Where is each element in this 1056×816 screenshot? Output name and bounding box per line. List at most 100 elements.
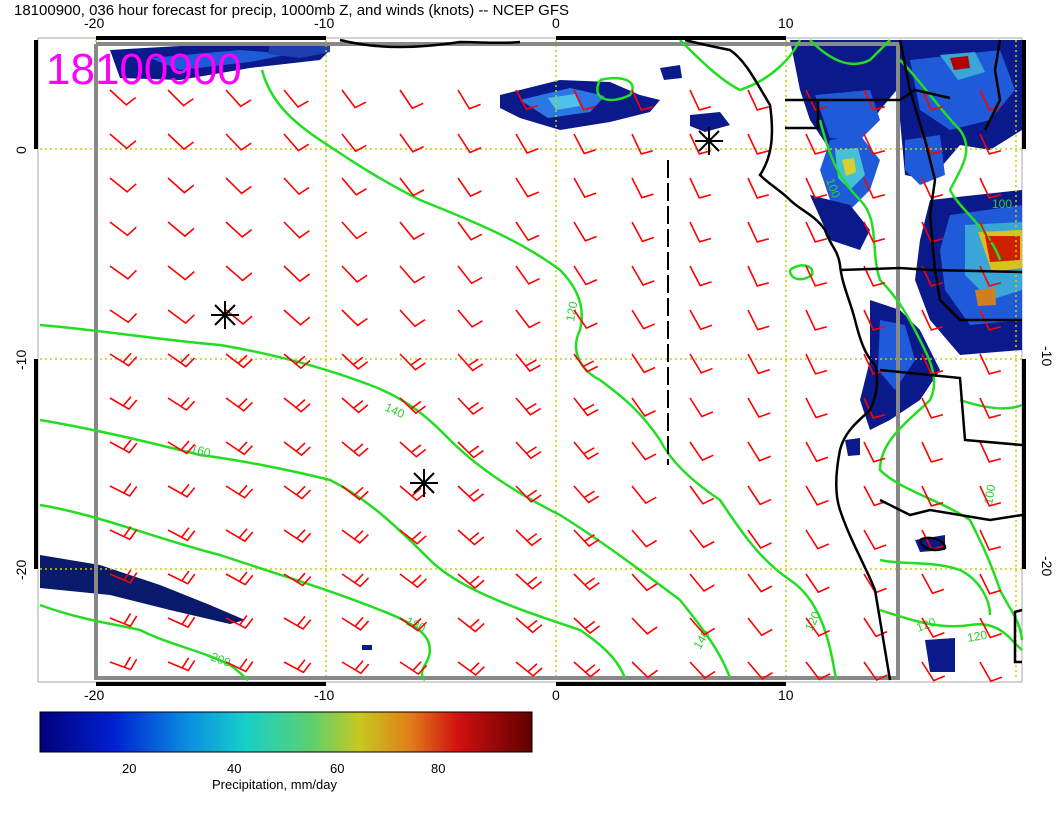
- precip-area: [925, 638, 955, 672]
- wind-barb: [805, 353, 828, 375]
- subdomain-box: [94, 42, 900, 680]
- precip-area: [690, 112, 730, 132]
- wind-barb: [979, 265, 1002, 287]
- wind-barb: [979, 397, 1002, 419]
- wind-barb: [805, 617, 831, 637]
- wind-barb: [689, 133, 712, 155]
- contour-120: [959, 398, 1023, 410]
- border: [818, 88, 951, 102]
- wind-barb: [979, 485, 1002, 507]
- wind-barb: [805, 529, 830, 550]
- coastline: [339, 38, 1023, 681]
- wind-barb: [283, 572, 312, 587]
- wind-barb: [747, 485, 772, 506]
- map-title: 18100900, 036 hour forecast for precip, …: [14, 2, 569, 19]
- wind-barb: [921, 441, 944, 463]
- subdomain-outline: [94, 42, 900, 680]
- wind-barb: [747, 221, 770, 243]
- wind-barb: [979, 221, 1002, 243]
- left-lat-label: -10: [13, 350, 29, 370]
- precip-area: [905, 135, 945, 185]
- contour-160: [39, 418, 627, 679]
- wind-barb: [341, 309, 368, 327]
- wind-barb: [573, 89, 596, 111]
- wind-barb: [631, 617, 658, 635]
- wind-barb: [979, 309, 1002, 331]
- wind-barb: [805, 661, 831, 681]
- wind-barb: [515, 485, 542, 503]
- wind-barb: [689, 661, 716, 680]
- contour-label: 100: [823, 176, 843, 200]
- wind-barb: [979, 441, 1002, 463]
- wind-barb: [225, 484, 254, 499]
- wind-barb: [979, 573, 1002, 595]
- wind-barb: [689, 177, 712, 199]
- wind-barb: [399, 309, 426, 328]
- wind-barb: [631, 661, 658, 679]
- wind-barb: [341, 177, 367, 196]
- wind-barb: [689, 265, 712, 287]
- wind-barb: [283, 529, 312, 544]
- colorbar-tick: 60: [330, 761, 344, 776]
- wind-barb: [109, 177, 137, 193]
- wind-barb: [631, 309, 656, 330]
- wind-barb: [167, 657, 196, 672]
- wind-barb: [631, 441, 657, 461]
- wind-barb: [167, 527, 196, 542]
- contour-loop: [788, 264, 814, 281]
- wind-barb: [805, 177, 828, 199]
- wind-barb: [457, 485, 485, 503]
- axis-bar: [556, 682, 786, 686]
- wind-barb: [283, 309, 311, 326]
- wind-barb: [921, 265, 944, 287]
- wind-barb: [573, 573, 600, 591]
- contour-label: 120: [563, 300, 580, 322]
- wind-barb: [109, 482, 138, 497]
- storm-marker: [211, 301, 239, 329]
- bottom-lon-label: 0: [552, 687, 560, 703]
- wind-barb: [457, 573, 485, 590]
- wind-barb: [631, 529, 658, 548]
- wind-barb: [573, 441, 599, 460]
- wind-barb: [515, 441, 542, 460]
- wind-barb: [689, 221, 712, 243]
- wind-barb: [515, 353, 541, 373]
- wind-barb: [399, 133, 424, 153]
- wind-barb: [225, 265, 253, 282]
- precip-area: [975, 288, 996, 306]
- wind-barb: [863, 133, 886, 155]
- colorbar-tick: 40: [227, 761, 241, 776]
- wind-barb: [167, 89, 194, 107]
- wind-barb: [515, 573, 543, 590]
- border: [898, 39, 937, 271]
- wind-barb: [573, 397, 599, 417]
- wind-barb: [689, 617, 716, 636]
- border: [879, 368, 1023, 447]
- storm-marker: [410, 469, 438, 497]
- wind-barb: [399, 441, 427, 458]
- wind-barbs: [109, 89, 1003, 683]
- wind-barb: [515, 661, 543, 677]
- wind-barb: [863, 89, 886, 111]
- wind-barb: [283, 353, 311, 370]
- border: [785, 98, 820, 130]
- wind-barb: [863, 309, 886, 331]
- colorbar-label: Precipitation, mm/day: [212, 777, 337, 792]
- wind-barb: [863, 397, 886, 419]
- wind-barb: [167, 221, 195, 238]
- wind-barb: [225, 177, 252, 195]
- wind-barb: [573, 661, 601, 678]
- precip-area: [985, 236, 1020, 262]
- wind-barb: [689, 573, 715, 592]
- wind-barb: [457, 353, 484, 372]
- wind-barb: [283, 659, 312, 674]
- wind-barb: [573, 177, 597, 199]
- wind-barb: [283, 221, 310, 239]
- wind-barb: [747, 133, 770, 155]
- border: [983, 39, 1002, 131]
- wind-barb: [341, 133, 367, 153]
- wind-barb: [979, 661, 1003, 683]
- wind-barb: [109, 352, 138, 367]
- precip-area: [40, 555, 245, 624]
- wind-barb: [573, 133, 596, 155]
